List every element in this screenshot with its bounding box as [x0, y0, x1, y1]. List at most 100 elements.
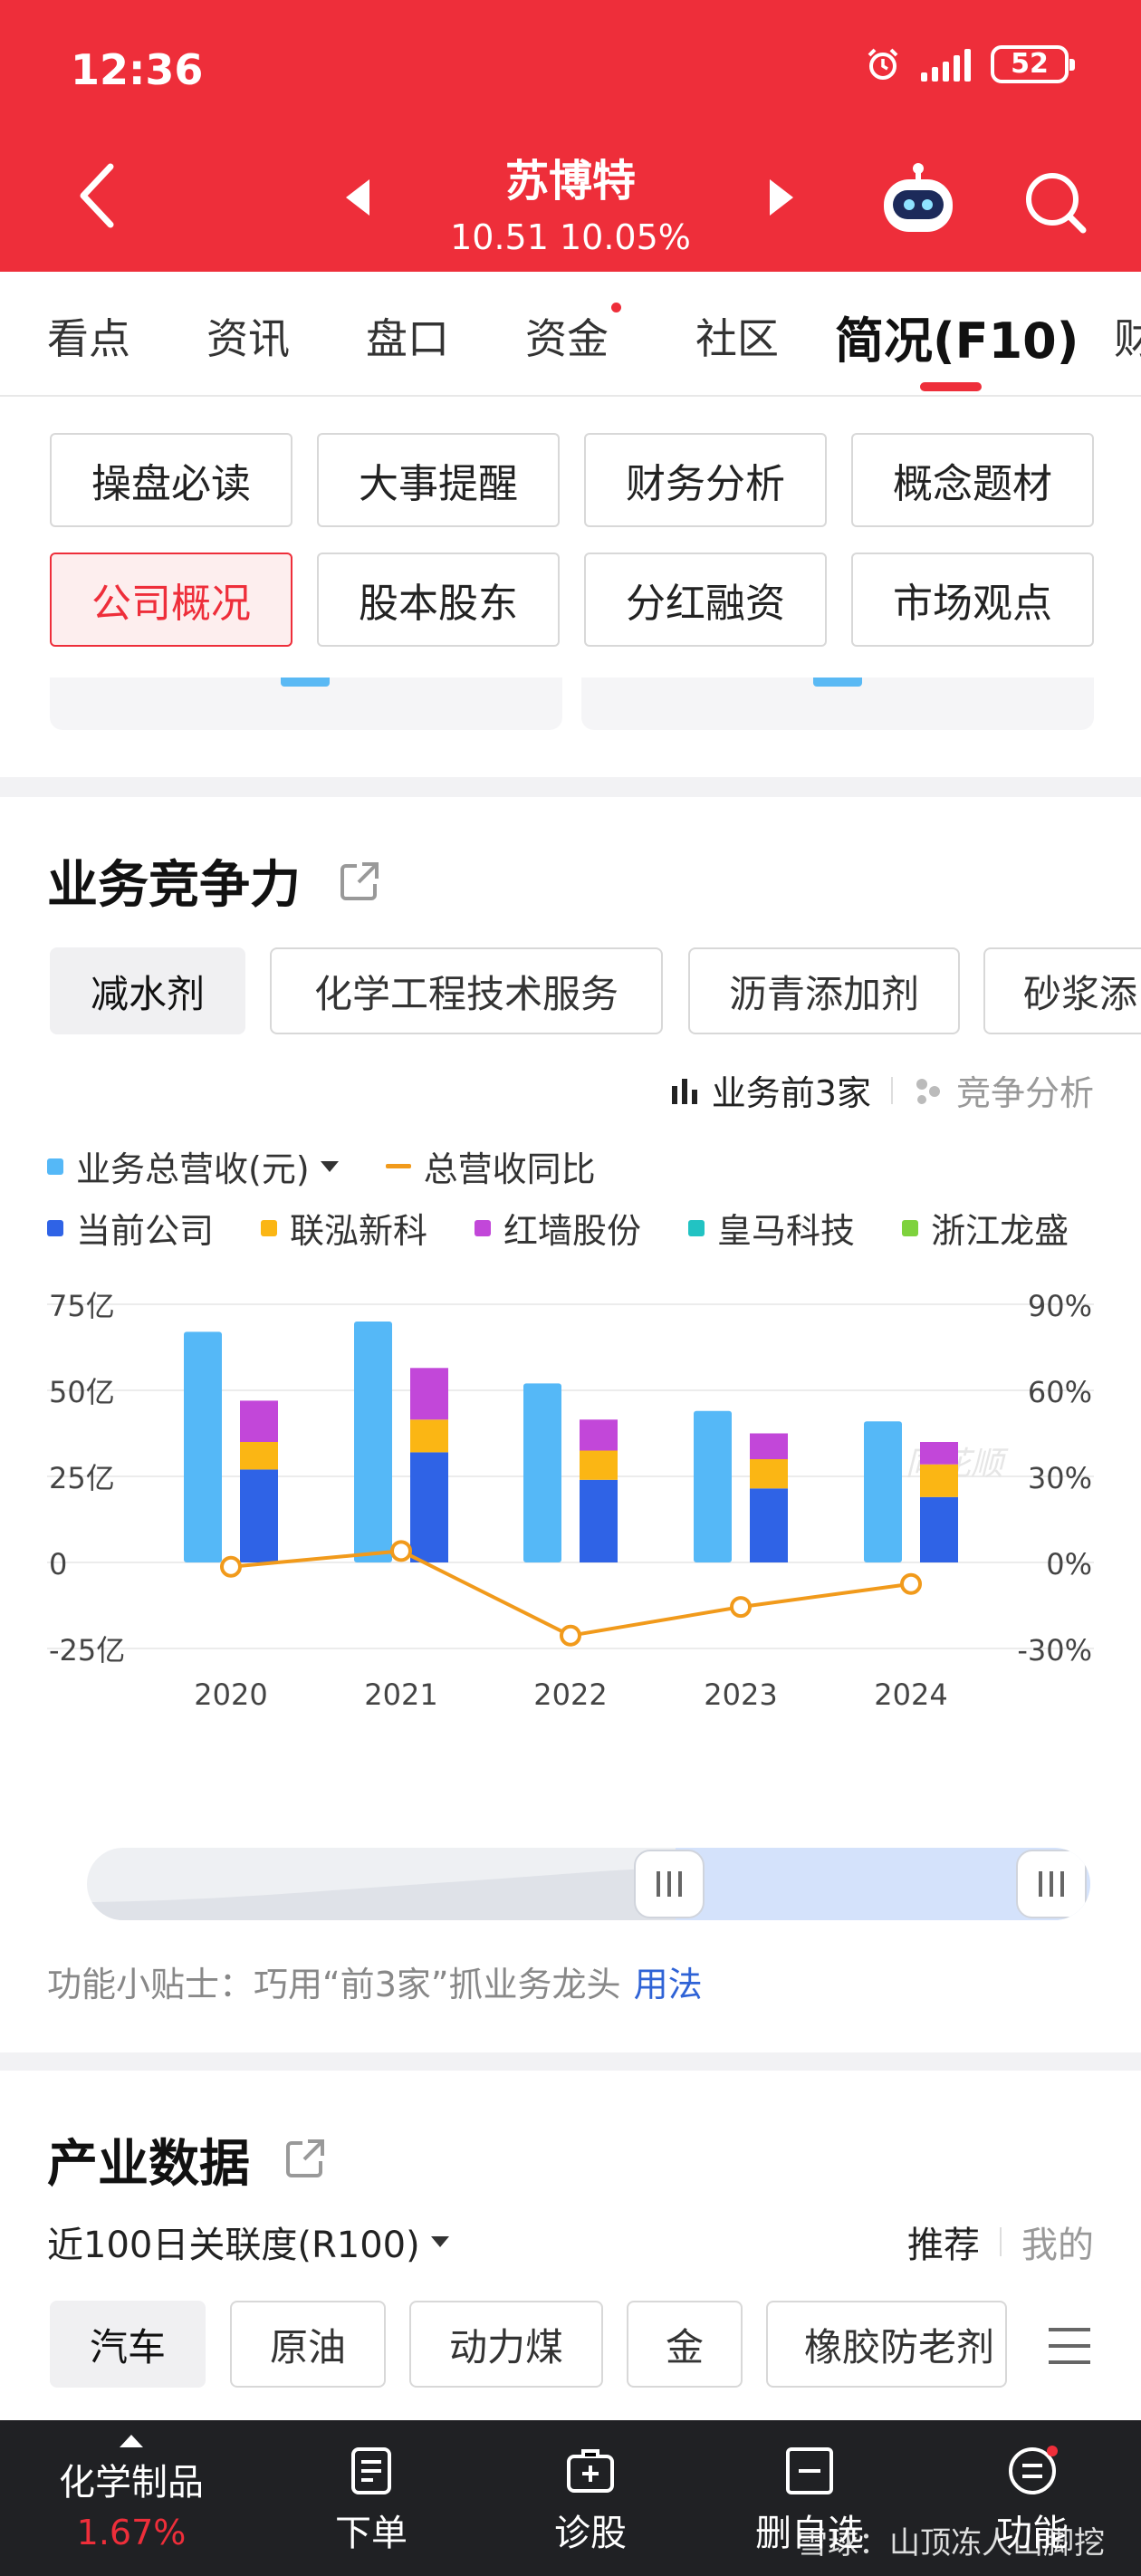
yoy-point	[560, 1624, 581, 1647]
bar-stack-当前公司	[240, 1469, 278, 1562]
bar-total-revenue	[864, 1421, 902, 1562]
left-tick-label: 25亿	[49, 1461, 115, 1495]
bar-total-revenue	[354, 1322, 392, 1562]
chip-liqing[interactable]: 沥青添加剂	[688, 947, 960, 1034]
feature-tip: 功能小贴士：巧用“前3家”抓业务龙头 用法	[47, 1965, 703, 2004]
remove-watchlist-button[interactable]: 删自选	[737, 2420, 882, 2576]
right-tick-label: 60%	[1028, 1375, 1092, 1409]
bar-stack-当前公司	[920, 1496, 958, 1562]
bottom-action-bar: 化学制品 1.67% 下单 诊股 删自选 功能	[0, 2420, 1141, 2576]
function-button[interactable]: 功能	[960, 2420, 1105, 2576]
right-tick-label: 0%	[1046, 1547, 1092, 1581]
diagnose-button[interactable]: 诊股	[518, 2420, 663, 2576]
chip-shajiang[interactable]: 砂浆添	[983, 947, 1141, 1034]
bar-stack-联泓新科	[920, 1464, 958, 1497]
chip-yuanyou[interactable]: 原油	[230, 2301, 386, 2388]
slider-handle-left[interactable]	[634, 1850, 705, 1918]
btn-fenhong[interactable]: 分红融资	[584, 553, 827, 647]
back-button[interactable]	[72, 159, 121, 232]
toggle-top3[interactable]: 业务前3家	[711, 1073, 871, 1113]
robot-assistant-icon[interactable]	[877, 161, 960, 237]
bar-stack-红墙股份	[580, 1419, 618, 1451]
x-tick-label: 2023	[704, 1677, 777, 1712]
chart-mode-toggle: 业务前3家 竞争分析	[670, 1065, 1094, 1115]
legend-revenue[interactable]: 业务总营收(元)	[47, 1141, 339, 1191]
btn-shichang[interactable]: 市场观点	[851, 553, 1094, 647]
tab-badge-dot	[611, 303, 621, 312]
btn-caiwu[interactable]: 财务分析	[584, 433, 827, 527]
legend-company[interactable]: 当前公司	[47, 1203, 214, 1253]
next-stock-arrow[interactable]	[770, 179, 793, 216]
order-button[interactable]: 下单	[299, 2420, 444, 2576]
chip-qiche[interactable]: 汽车	[50, 2301, 206, 2388]
btn-gongsi[interactable]: 公司概况	[50, 553, 292, 647]
status-time: 12:36	[71, 45, 204, 94]
legend-yoy[interactable]: 总营收同比	[385, 1141, 596, 1191]
left-tick-label: 0	[49, 1547, 67, 1581]
menu-icon[interactable]	[1047, 2326, 1092, 2366]
chip-jianshuiji[interactable]: 减水剂	[50, 947, 245, 1034]
btn-dashi[interactable]: 大事提醒	[317, 433, 560, 527]
scatter-icon	[916, 1078, 940, 1104]
external-link-icon[interactable]	[339, 860, 380, 902]
top-tab-bar: 看点 资讯 盘口 资金 社区 简况(F10) 财	[0, 272, 1141, 397]
legend-company[interactable]: 浙江龙盛	[902, 1203, 1069, 1253]
tab-cai[interactable]: 财	[1114, 306, 1141, 366]
correlation-dropdown[interactable]: 近100日关联度(R100)	[47, 2216, 449, 2268]
btn-caopan[interactable]: 操盘必读	[50, 433, 292, 527]
x-tick-label: 2024	[874, 1677, 947, 1712]
tab-zijin[interactable]: 资金	[525, 303, 621, 366]
bar-stack-红墙股份	[240, 1400, 278, 1442]
remove-icon	[786, 2447, 833, 2494]
search-icon[interactable]	[1021, 168, 1088, 235]
legend-company[interactable]: 联泓新科	[261, 1203, 427, 1253]
filter-recommended[interactable]: 推荐	[907, 2225, 980, 2266]
stock-price: 10.51 10.05%	[450, 217, 691, 257]
collapsed-card-right	[581, 678, 1094, 730]
chip-jin[interactable]: 金	[627, 2301, 743, 2388]
battery-icon: 52	[991, 45, 1075, 83]
bar-stack-当前公司	[580, 1479, 618, 1562]
left-tick-label: 75亿	[49, 1289, 115, 1323]
tab-kandian[interactable]: 看点	[47, 314, 130, 363]
dropdown-caret-icon	[320, 1160, 339, 1172]
tab-f10[interactable]: 简况(F10)	[835, 312, 1079, 370]
bar-stack-红墙股份	[410, 1368, 448, 1420]
slider-handle-right[interactable]	[1016, 1850, 1087, 1918]
chip-huaxue[interactable]: 化学工程技术服务	[270, 947, 663, 1034]
quick-nav-panel: 操盘必读 大事提醒 财务分析 概念题材 公司概况 股本股东 分红融资 市场观点	[0, 397, 1141, 777]
dropdown-caret-icon	[430, 2236, 449, 2247]
usage-link[interactable]: 用法	[633, 1965, 703, 2004]
x-tick-label: 2020	[194, 1677, 267, 1712]
industry-section: 产业数据 近100日关联度(R100) 推荐 我的 汽车 原油 动力煤 金 橡胶…	[0, 2071, 1141, 2420]
tab-shequ[interactable]: 社区	[695, 314, 779, 363]
alarm-icon	[868, 48, 898, 80]
btn-gainian[interactable]: 概念题材	[851, 433, 1094, 527]
x-tick-label: 2021	[364, 1677, 437, 1712]
legend-company[interactable]: 红墙股份	[475, 1203, 641, 1253]
sector-name: 化学制品	[59, 2462, 204, 2504]
chip-dongliliemei[interactable]: 动力煤	[409, 2301, 603, 2388]
yoy-point	[390, 1540, 412, 1562]
right-tick-label: 30%	[1028, 1461, 1092, 1495]
tab-zixun[interactable]: 资讯	[206, 314, 290, 363]
toggle-competition[interactable]: 竞争分析	[955, 1073, 1094, 1113]
bar-stack-当前公司	[410, 1452, 448, 1562]
bar-stack-联泓新科	[580, 1450, 618, 1480]
stock-name: 苏博特	[504, 156, 636, 207]
bar-stack-红墙股份	[750, 1433, 788, 1459]
bar-total-revenue	[184, 1331, 222, 1562]
legend-company[interactable]: 皇马科技	[688, 1203, 855, 1253]
tab-pankou[interactable]: 盘口	[366, 314, 449, 363]
left-tick-label: -25亿	[49, 1633, 125, 1668]
prev-stock-arrow[interactable]	[346, 179, 369, 216]
btn-guben[interactable]: 股本股东	[317, 553, 560, 647]
filter-mine[interactable]: 我的	[1021, 2225, 1094, 2266]
diagnose-icon	[567, 2449, 614, 2493]
chip-xiangjiao[interactable]: 橡胶防老剂	[766, 2301, 1007, 2388]
bar-chart-icon	[671, 1078, 697, 1104]
sector-info[interactable]: 化学制品 1.67%	[36, 2420, 226, 2576]
external-link-icon[interactable]	[284, 2138, 326, 2179]
app-header: 12:36 52 苏博特 10.51 10.05%	[0, 0, 1141, 272]
chart-range-slider[interactable]	[87, 1848, 1090, 1920]
